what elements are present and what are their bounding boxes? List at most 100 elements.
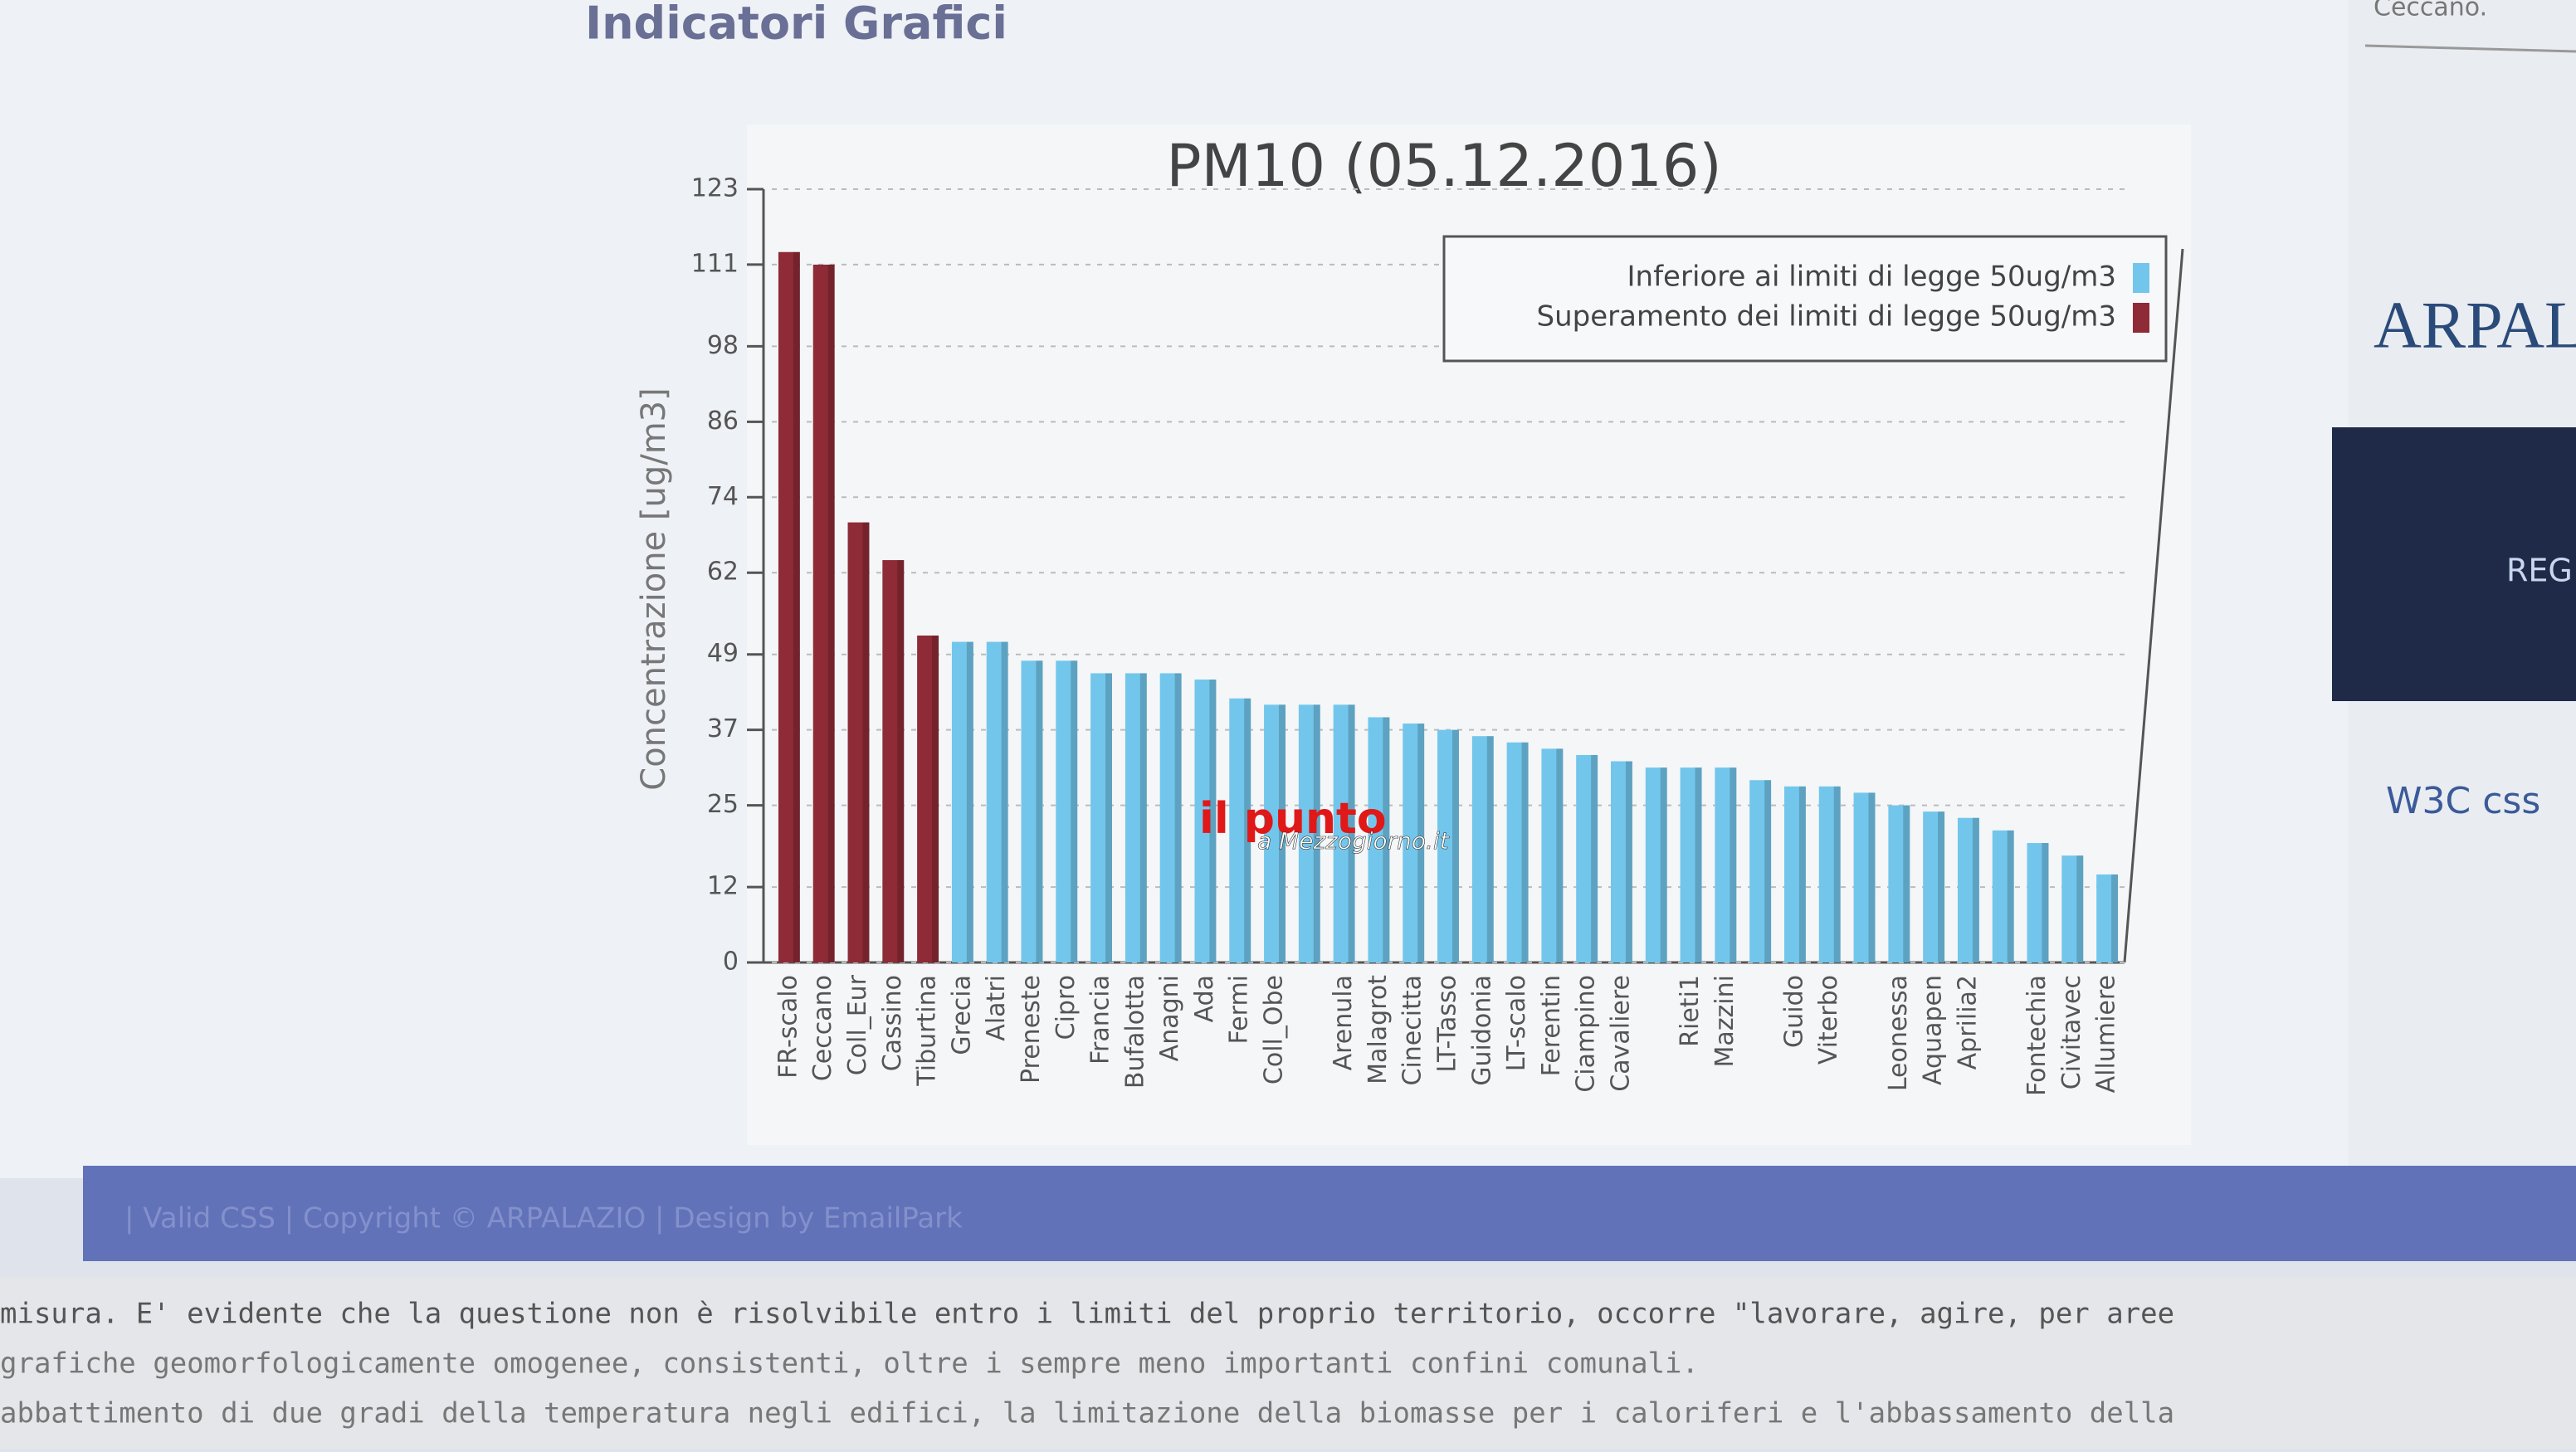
badge: W3C css xyxy=(2386,780,2540,822)
bar xyxy=(1992,830,2014,962)
bar-shade xyxy=(1036,660,1043,962)
bar xyxy=(1298,704,1320,962)
bar-shade xyxy=(862,522,870,962)
legend-swatch xyxy=(2133,303,2149,333)
bar-shade xyxy=(1695,767,1702,962)
bar xyxy=(1194,680,1217,962)
watermark: il punto xyxy=(1199,794,1387,844)
x-tick-label: LT-Tasso xyxy=(1433,975,1462,1073)
legend-box xyxy=(1442,235,2168,363)
x-tick-label: Grecia xyxy=(947,975,976,1055)
article-area xyxy=(0,1278,2576,1449)
x-tick-label: Bufalotta xyxy=(1120,975,1149,1089)
bar-shade xyxy=(1139,673,1147,962)
logo: ARPAL xyxy=(2374,289,2576,362)
bar-shade xyxy=(1244,698,1251,962)
bar xyxy=(1229,698,1251,962)
y-tick-label: 74 xyxy=(707,482,739,511)
bar xyxy=(2061,855,2084,962)
bar xyxy=(1021,660,1043,962)
bar-shade xyxy=(1972,817,1979,962)
x-tick-label: Fontechia xyxy=(2022,975,2052,1096)
bar xyxy=(1541,748,1564,962)
x-tick-label: Francia xyxy=(1086,975,1115,1065)
x-tick-label: Preneste xyxy=(1017,975,1046,1084)
y-tick-label: 37 xyxy=(707,714,739,743)
bar xyxy=(1056,660,1078,962)
bar-shade xyxy=(1798,786,1806,962)
bar-shade xyxy=(2007,830,2014,962)
x-tick-label: Ada xyxy=(1190,975,1219,1022)
legend-label: Superamento dei limiti di legge 50ug/m3 xyxy=(1537,300,2116,334)
bar-shade xyxy=(966,641,973,962)
bar xyxy=(1957,817,1979,962)
footer: | Valid CSS | Copyright © ARPALAZIO | De… xyxy=(124,1202,963,1235)
bar-shade xyxy=(1521,742,1529,962)
x-tick-label: Coll_Obe xyxy=(1260,975,1289,1084)
bar-shade xyxy=(2076,855,2084,962)
bar-shade xyxy=(1625,761,1632,962)
bar-shade xyxy=(1764,780,1772,962)
x-tick-label: Cassino xyxy=(878,975,907,1071)
x-tick-label: Leonessa xyxy=(1884,975,1913,1091)
bar-shade xyxy=(1730,767,1737,962)
y-tick-label: 25 xyxy=(707,790,739,819)
bar-shade xyxy=(1001,641,1008,962)
x-tick-label: Aquapen xyxy=(1919,975,1948,1085)
bar xyxy=(1403,724,1425,962)
bar xyxy=(1471,736,1494,962)
y-tick-label: 0 xyxy=(723,948,739,977)
bar xyxy=(882,560,905,962)
bar-shade xyxy=(1278,704,1286,962)
bar-shade xyxy=(1903,805,1910,962)
x-tick-label: Ferentin xyxy=(1537,975,1566,1076)
bar-shade xyxy=(1486,736,1494,962)
bar xyxy=(1888,805,1910,962)
x-tick-label: Aprilia2 xyxy=(1953,975,1982,1070)
bar xyxy=(1333,704,1355,962)
x-tick-label: Ciampino xyxy=(1572,975,1601,1093)
x-tick-label: Ceccano xyxy=(808,975,837,1081)
bar-shade xyxy=(1174,673,1182,962)
bar xyxy=(1818,786,1841,962)
bar-shade xyxy=(1938,811,1945,962)
bar xyxy=(1645,767,1667,962)
bar-shade xyxy=(1451,729,1459,962)
bar xyxy=(1853,792,1876,962)
bar xyxy=(951,641,973,962)
body-line: grafiche geomorfologicamente omogenee, c… xyxy=(0,1347,1699,1381)
x-tick-label: Viterbo xyxy=(1814,975,1843,1065)
bar-shade xyxy=(1833,786,1841,962)
sidebar-rule xyxy=(2364,44,2576,53)
sidebar-text: Ceccano. xyxy=(2374,0,2487,22)
x-tick-label: Guidonia xyxy=(1467,975,1496,1086)
bar-shade xyxy=(1556,748,1564,962)
bar-shade xyxy=(1348,704,1355,962)
bar-shade xyxy=(1660,767,1667,962)
bar xyxy=(1680,767,1702,962)
bar-shade xyxy=(793,251,800,963)
y-tick-label: 12 xyxy=(707,872,739,901)
legend-label: Inferiore ai limiti di legge 50ug/m3 xyxy=(1627,261,2116,294)
bar xyxy=(1437,729,1459,962)
chart-title: PM10 (05.12.2016) xyxy=(1166,132,1721,200)
watermark-sub: a Mezzogiorno.it xyxy=(1257,827,1450,855)
bar xyxy=(1783,786,1806,962)
bar xyxy=(1159,673,1182,962)
bar xyxy=(1576,754,1598,962)
x-tick-label: Tiburtina xyxy=(913,975,942,1087)
x-tick-label: Allumiere xyxy=(2092,975,2121,1093)
bar xyxy=(1506,742,1529,962)
x-tick-label: FR-scalo xyxy=(773,975,803,1079)
bar xyxy=(1090,673,1113,962)
bar xyxy=(778,251,800,963)
bar xyxy=(1125,673,1147,962)
bar xyxy=(1923,811,1945,962)
x-tick-label: Coll_Eur xyxy=(843,974,872,1075)
bar xyxy=(986,641,1008,962)
x-tick-label: Guido xyxy=(1779,975,1808,1048)
bar-shade xyxy=(827,264,835,962)
bar-shade xyxy=(2042,843,2049,962)
bar xyxy=(1715,767,1737,962)
